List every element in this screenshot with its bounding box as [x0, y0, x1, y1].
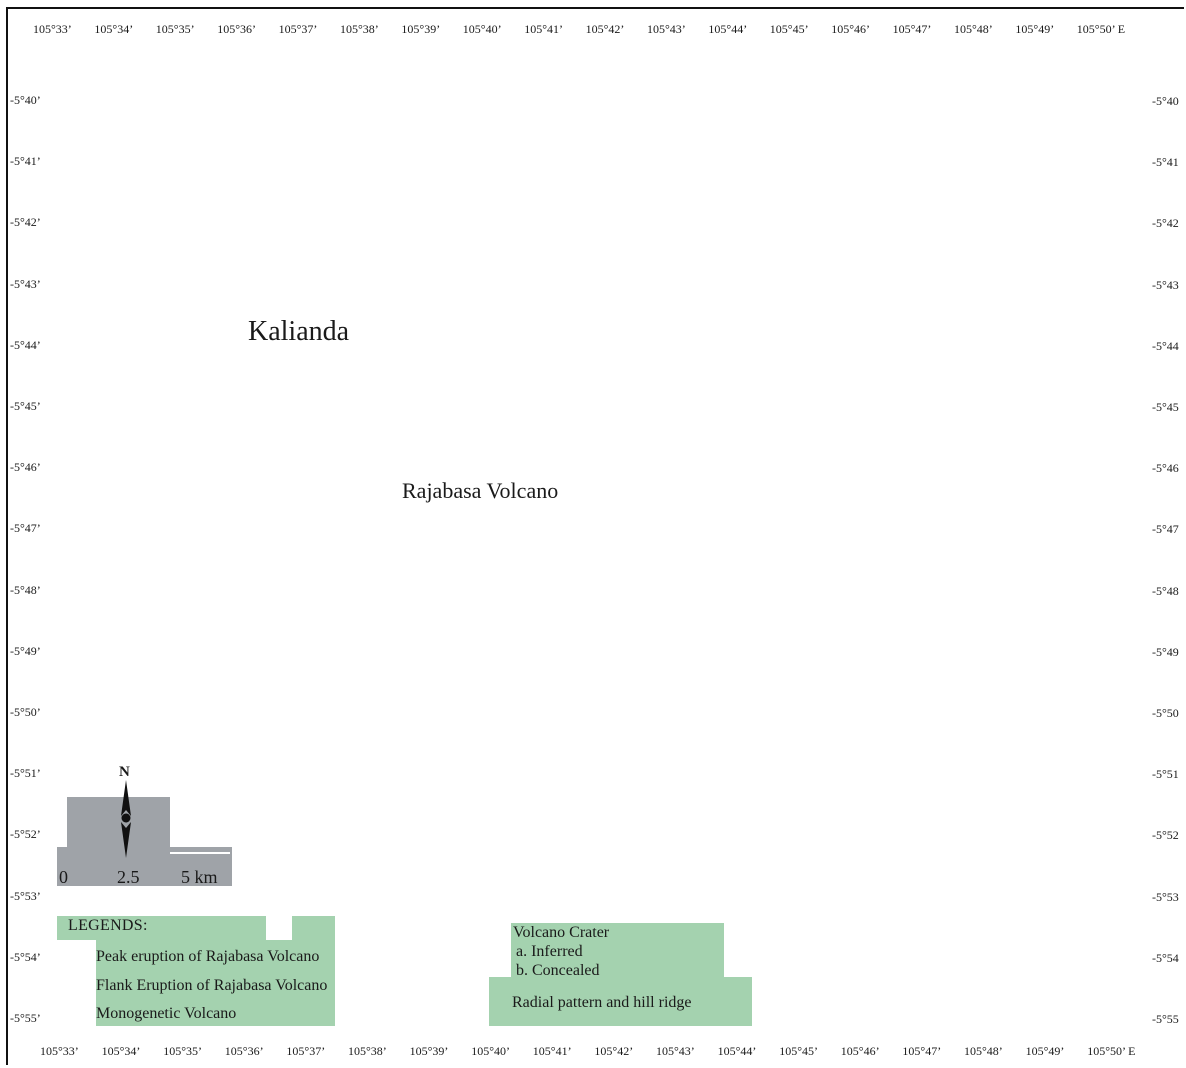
longitude-tick-label: 105°46’	[840, 1044, 880, 1058]
latitude-tick-label: -5°47	[1152, 522, 1179, 537]
scale-label-mid: 2.5	[117, 867, 140, 887]
latitude-tick-label: -5°51’	[10, 766, 41, 781]
longitude-tick-label: 105°45’	[769, 22, 809, 36]
latitude-tick-label: -5°52	[1152, 828, 1179, 843]
north-arrow-icon	[121, 780, 131, 858]
longitude-tick-label: 105°42’	[585, 22, 625, 36]
longitude-tick-label: 105°39’	[401, 22, 441, 36]
longitude-tick-label: 105°36’	[217, 22, 256, 36]
longitude-tick-label: 105°49’	[1015, 22, 1055, 36]
longitude-tick-label: 105°43’	[656, 1044, 695, 1058]
latitude-tick-label: -5°49	[1152, 644, 1179, 659]
longitude-tick-label: 105°36’	[224, 1044, 264, 1058]
latitude-tick-label: -5°42’	[10, 215, 41, 230]
latitude-tick-label: -5°52’	[10, 827, 41, 842]
scale-label-end: 5 km	[181, 867, 218, 887]
longitude-tick-label: 105°38’	[340, 22, 379, 36]
longitude-tick-label: 105°47’	[902, 1044, 942, 1058]
latitude-tick-label: -5°41	[1152, 155, 1179, 170]
latitude-tick-label: -5°48	[1152, 583, 1179, 598]
latitude-tick-label: -5°54	[1152, 950, 1179, 965]
latitude-tick-label: -5°46	[1152, 461, 1179, 476]
latitude-tick-label: -5°53	[1152, 889, 1179, 904]
scale-label-zero: 0	[59, 867, 68, 887]
latitude-tick-label: -5°45	[1152, 400, 1179, 414]
longitude-tick-label: 105°33’	[33, 22, 72, 36]
latitude-tick-label: -5°43’	[10, 276, 41, 291]
longitude-tick-label: 105°39’	[409, 1044, 449, 1058]
latitude-tick-label: -5°55	[1152, 1012, 1179, 1026]
latitude-tick-label: -5°50’	[10, 705, 41, 719]
latitude-tick-label: -5°46’	[10, 460, 41, 475]
longitude-tick-label: 105°37’	[286, 1044, 326, 1058]
scale-patch-upper	[67, 797, 170, 847]
longitude-tick-label: 105°40’	[462, 22, 502, 36]
longitude-tick-label: 105°49’	[1025, 1044, 1065, 1058]
legend-crater-patch	[511, 923, 724, 986]
longitude-tick-label: 105°38’	[348, 1044, 387, 1058]
longitude-tick-label: 105°48’	[964, 1044, 1003, 1058]
legend-patch-corner	[292, 916, 335, 940]
latitude-tick-label: -5°40’	[10, 93, 41, 107]
longitude-tick-label: 105°41’	[532, 1044, 572, 1058]
longitude-tick-label: 105°47’	[892, 22, 932, 36]
latitude-tick-label: -5°44’	[10, 337, 41, 352]
longitude-tick-label: 105°45’	[779, 1044, 818, 1058]
latitude-tick-label: -5°50	[1152, 706, 1179, 720]
longitude-tick-label: 105°34’	[101, 1044, 141, 1058]
legend-item-flank-eruption: Flank Eruption of Rajabasa Volcano	[96, 977, 328, 994]
latitude-tick-label: -5°47’	[10, 521, 41, 536]
longitude-tick-label: 105°44’	[708, 22, 748, 36]
latitude-tick-label: -5°40	[1152, 94, 1179, 108]
legend-crater-title: Volcano Crater	[513, 924, 610, 941]
longitude-tick-label: 105°35’	[163, 1044, 202, 1058]
scale-bar-line	[170, 852, 230, 854]
longitude-tick-label: 105°50’ E	[1087, 1044, 1136, 1058]
longitude-tick-label: 105°42’	[594, 1044, 634, 1058]
legend-item-monogenetic-volcano: Monogenetic Volcano	[96, 1005, 237, 1022]
volcano-label-rajabasa: Rajabasa Volcano	[402, 478, 559, 503]
latitude-tick-label: -5°41’	[10, 154, 41, 169]
longitude-tick-label: 105°41’	[524, 22, 563, 36]
longitude-tick-label: 105°44’	[717, 1044, 757, 1058]
latitude-tick-label: -5°44	[1152, 338, 1179, 353]
legend-crater-concealed: b. Concealed	[516, 962, 600, 979]
map-frame	[6, 7, 1184, 1065]
legend-title-patch	[57, 916, 266, 940]
longitude-tick-label: 105°50’ E	[1076, 22, 1126, 36]
latitude-tick-label: -5°55’	[10, 1011, 41, 1025]
longitude-tick-label: 105°35’	[155, 22, 195, 36]
latitude-tick-label: -5°49’	[10, 643, 41, 658]
legend-radial-patch	[489, 977, 752, 1026]
legend-item-peak-eruption: Peak eruption of Rajabasa Volcano	[96, 948, 320, 965]
legend-crater-inferred: a. Inferred	[516, 943, 583, 960]
latitude-tick-label: -5°43	[1152, 277, 1179, 292]
latitude-tick-label: -5°53’	[10, 888, 41, 903]
longitude-tick-label: 105°40’	[471, 1044, 510, 1058]
longitude-tick-label: 105°34’	[94, 22, 134, 36]
longitude-tick-label: 105°46’	[831, 22, 870, 36]
legend-title: LEGENDS:	[68, 917, 148, 934]
longitude-tick-label: 105°37’	[278, 22, 318, 36]
town-label-kalianda: Kalianda	[248, 316, 350, 347]
north-label: N	[119, 764, 130, 780]
legend-item-radial-pattern: Radial pattern and hill ridge	[512, 994, 692, 1011]
legend-items-patch	[96, 940, 335, 1026]
longitude-tick-label: 105°33’	[40, 1044, 79, 1058]
longitude-tick-label: 105°48’	[954, 22, 993, 36]
latitude-tick-label: -5°45’	[10, 399, 41, 413]
latitude-tick-label: -5°51	[1152, 767, 1179, 782]
latitude-tick-label: -5°48’	[10, 582, 41, 597]
latitude-tick-label: -5°42	[1152, 216, 1179, 231]
latitude-tick-label: -5°54’	[10, 949, 41, 964]
longitude-tick-label: 105°43’	[647, 22, 686, 36]
